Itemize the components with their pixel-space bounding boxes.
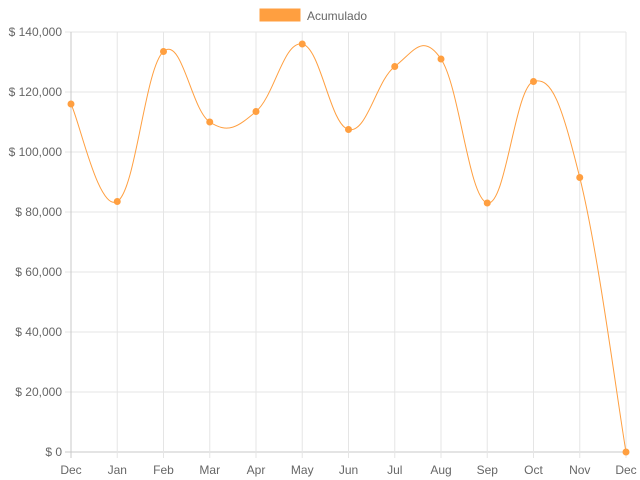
x-tick-label: Aug (430, 463, 451, 477)
y-axis: $ 0 $ 20,000 $ 40,000 $ 60,000 $ 80,000 $ 100… (9, 25, 63, 459)
data-point[interactable] (391, 63, 399, 70)
data-point[interactable] (252, 108, 260, 115)
series-group (67, 40, 630, 456)
data-point[interactable] (206, 118, 214, 126)
data-point[interactable] (576, 174, 584, 181)
data-point[interactable] (622, 448, 630, 456)
y-tick-label: $ 20,000 (15, 385, 62, 399)
series-line (70, 43, 627, 453)
y-tick-label: $ 80,000 (15, 205, 62, 219)
y-tick-label: $ 60,000 (15, 265, 62, 279)
data-point[interactable] (160, 48, 167, 55)
legend[interactable]: Acumulado (259, 8, 367, 23)
x-axis: Dec Jan Feb Mar Apr May Jun Jul Aug Sep Oct Nov Dec (60, 463, 636, 477)
x-tick-label: May (291, 463, 314, 477)
data-point[interactable] (530, 78, 537, 85)
legend-label[interactable]: Acumulado (307, 9, 367, 23)
x-tick-label: Jun (339, 463, 358, 477)
y-tick-label: $ 140,000 (9, 25, 63, 39)
y-tick-label: $ 120,000 (9, 85, 63, 99)
x-tick-label: Sep (477, 463, 499, 477)
y-tick-label: $ 0 (45, 445, 62, 459)
x-tick-label: Apr (247, 463, 266, 477)
data-point[interactable] (483, 199, 491, 207)
data-point[interactable] (67, 100, 75, 108)
data-point[interactable] (345, 126, 352, 133)
data-point[interactable] (298, 40, 306, 48)
x-tick-label: Dec (615, 463, 636, 477)
grid (65, 31, 627, 458)
y-tick-label: $ 100,000 (9, 145, 63, 159)
x-tick-label: Jul (387, 463, 402, 477)
x-tick-label: Dec (60, 463, 81, 477)
data-point[interactable] (437, 55, 445, 63)
data-point[interactable] (113, 198, 121, 205)
x-tick-label: Nov (569, 463, 590, 477)
x-tick-label: Jan (108, 463, 127, 477)
x-tick-label: Oct (524, 463, 543, 477)
y-tick-label: $ 40,000 (15, 325, 62, 339)
legend-swatch[interactable] (259, 8, 301, 22)
x-tick-label: Feb (153, 463, 174, 477)
x-tick-label: Mar (199, 463, 220, 477)
